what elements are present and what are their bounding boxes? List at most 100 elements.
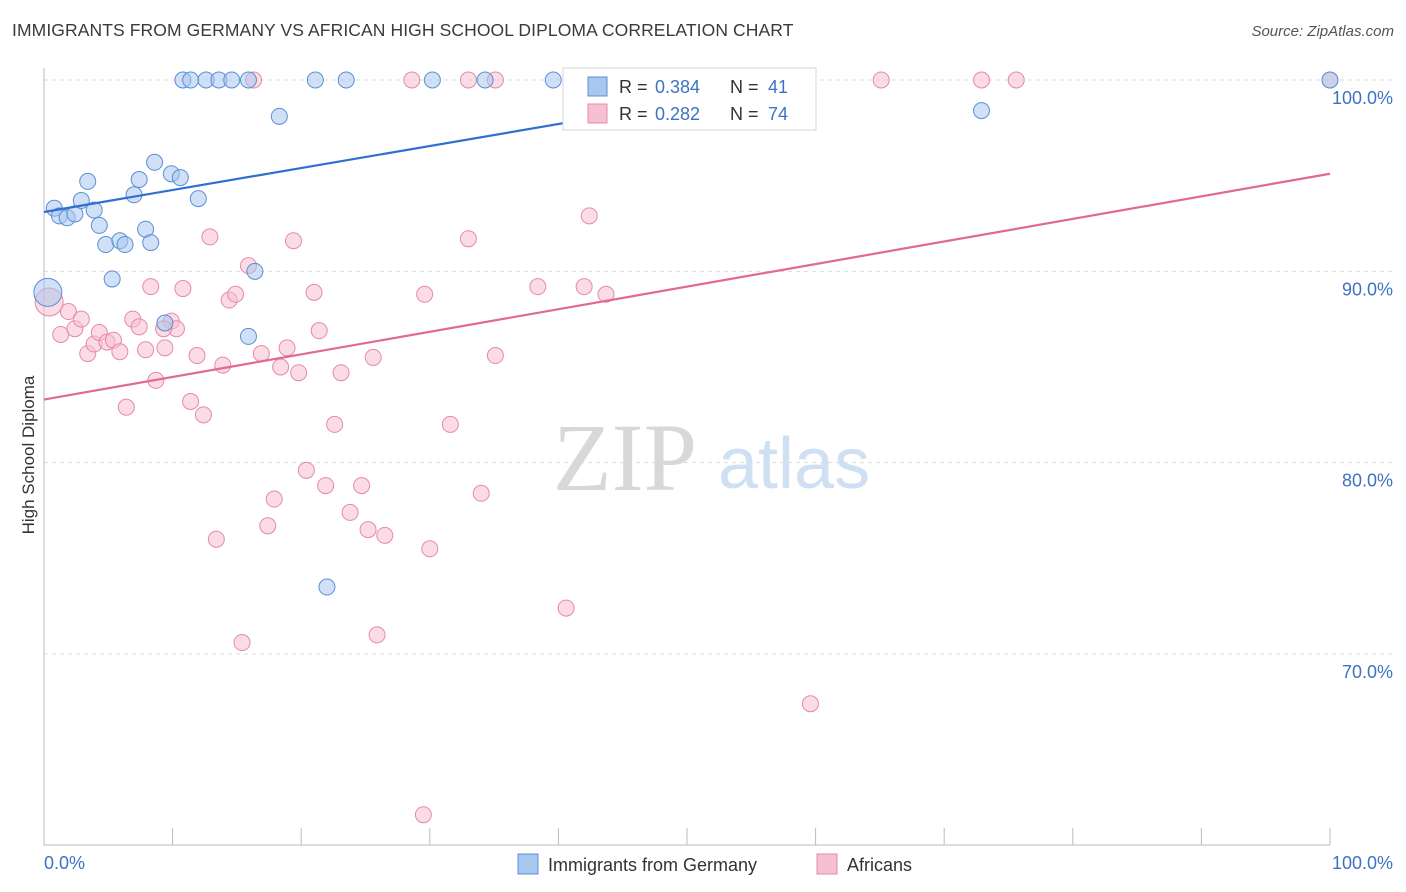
legend-germany-label: Immigrants from Germany (548, 855, 757, 875)
africans-point (364, 348, 382, 366)
germany-point (239, 327, 257, 345)
germany-point (337, 71, 355, 89)
africans-r-value: 0.282 (655, 104, 700, 124)
y-tick-label: 90.0% (1342, 279, 1393, 299)
africans-point (52, 325, 70, 343)
africans-point (486, 347, 504, 365)
africans-point (130, 318, 148, 336)
x-tick-label-min: 0.0% (44, 853, 85, 873)
germany-n-value: 41 (768, 77, 788, 97)
germany-point (972, 102, 990, 120)
germany-point (270, 107, 288, 125)
africans-point (194, 406, 212, 424)
germany-point (97, 236, 115, 254)
africans-point (421, 540, 439, 558)
africans-point (290, 364, 308, 382)
africans-point (317, 477, 335, 495)
africans-point (341, 503, 359, 521)
africans-point (441, 415, 459, 433)
africans-point (332, 364, 350, 382)
africans-point (459, 230, 477, 248)
africans-point (259, 517, 277, 535)
africans-point (278, 339, 296, 357)
germany-r-label: R = (619, 77, 648, 97)
africans-point (414, 806, 432, 824)
germany-point (90, 216, 108, 234)
legend-africans-swatch (816, 853, 838, 875)
germany-point (318, 578, 336, 596)
africans-point (156, 339, 174, 357)
germany-point (223, 71, 241, 89)
germany-point (171, 169, 189, 187)
africans-point (297, 461, 315, 479)
africans-point (265, 490, 283, 508)
africans-trend-line (43, 172, 1331, 401)
germany-points (33, 71, 1339, 596)
germany-point (423, 71, 441, 89)
y-tick-label: 100.0% (1332, 88, 1393, 108)
africans-point (353, 477, 371, 495)
africans-point (214, 356, 232, 374)
africans-point (403, 71, 421, 89)
germany-point (156, 314, 174, 332)
africans-point (972, 71, 990, 89)
chart-title: IMMIGRANTS FROM GERMANY VS AFRICAN HIGH … (12, 20, 794, 40)
africans-point (201, 228, 219, 246)
africans-point (529, 278, 547, 296)
stats-legend: R = 0.384 N = 41 R = 0.282 N = 74 (562, 67, 817, 131)
germany-point (182, 71, 200, 89)
germany-point (116, 236, 134, 254)
africans-point (72, 310, 90, 328)
africans-point (188, 347, 206, 365)
x-axis-ticks (172, 828, 1331, 845)
africans-point (872, 71, 890, 89)
africans-point (575, 278, 593, 296)
africans-point (376, 526, 394, 544)
africans-point (137, 341, 155, 359)
germany-point (1321, 71, 1339, 89)
germany-point (476, 71, 494, 89)
germany-swatch (587, 76, 608, 97)
germany-point (246, 262, 264, 280)
africans-point (359, 521, 377, 539)
africans-point (580, 207, 598, 225)
africans-point (117, 398, 135, 416)
africans-point (227, 285, 245, 303)
germany-point (146, 153, 164, 171)
germany-n-label: N = (730, 77, 759, 97)
germany-point (239, 71, 257, 89)
germany-point (103, 270, 121, 288)
germany-point (33, 277, 63, 307)
gridlines (44, 79, 1393, 655)
africans-point (142, 278, 160, 296)
africans-swatch (587, 103, 608, 124)
africans-point (557, 599, 575, 617)
x-tick-label-max: 100.0% (1332, 853, 1393, 873)
africans-point (284, 232, 302, 250)
africans-point (174, 280, 192, 298)
africans-point (1007, 71, 1025, 89)
series-legend: Immigrants from Germany Africans (517, 853, 912, 875)
africans-point (252, 345, 270, 363)
germany-point (306, 71, 324, 89)
y-tick-labels: 100.0% 90.0% 80.0% 70.0% (1332, 88, 1393, 682)
africans-r-label: R = (619, 104, 648, 124)
y-tick-label: 80.0% (1342, 471, 1393, 491)
germany-point (85, 201, 103, 219)
africans-point (207, 530, 225, 548)
germany-point (142, 234, 160, 252)
africans-point (368, 626, 386, 644)
africans-point (472, 484, 490, 502)
watermark-zip: ZIP (553, 404, 697, 511)
africans-point (305, 283, 323, 301)
africans-point (111, 343, 129, 361)
africans-point (233, 634, 251, 652)
africans-point (310, 322, 328, 340)
africans-point (182, 392, 200, 410)
germany-point (544, 71, 562, 89)
africans-point (272, 358, 290, 376)
africans-point (59, 303, 77, 321)
germany-point (79, 172, 97, 190)
africans-point (326, 415, 344, 433)
